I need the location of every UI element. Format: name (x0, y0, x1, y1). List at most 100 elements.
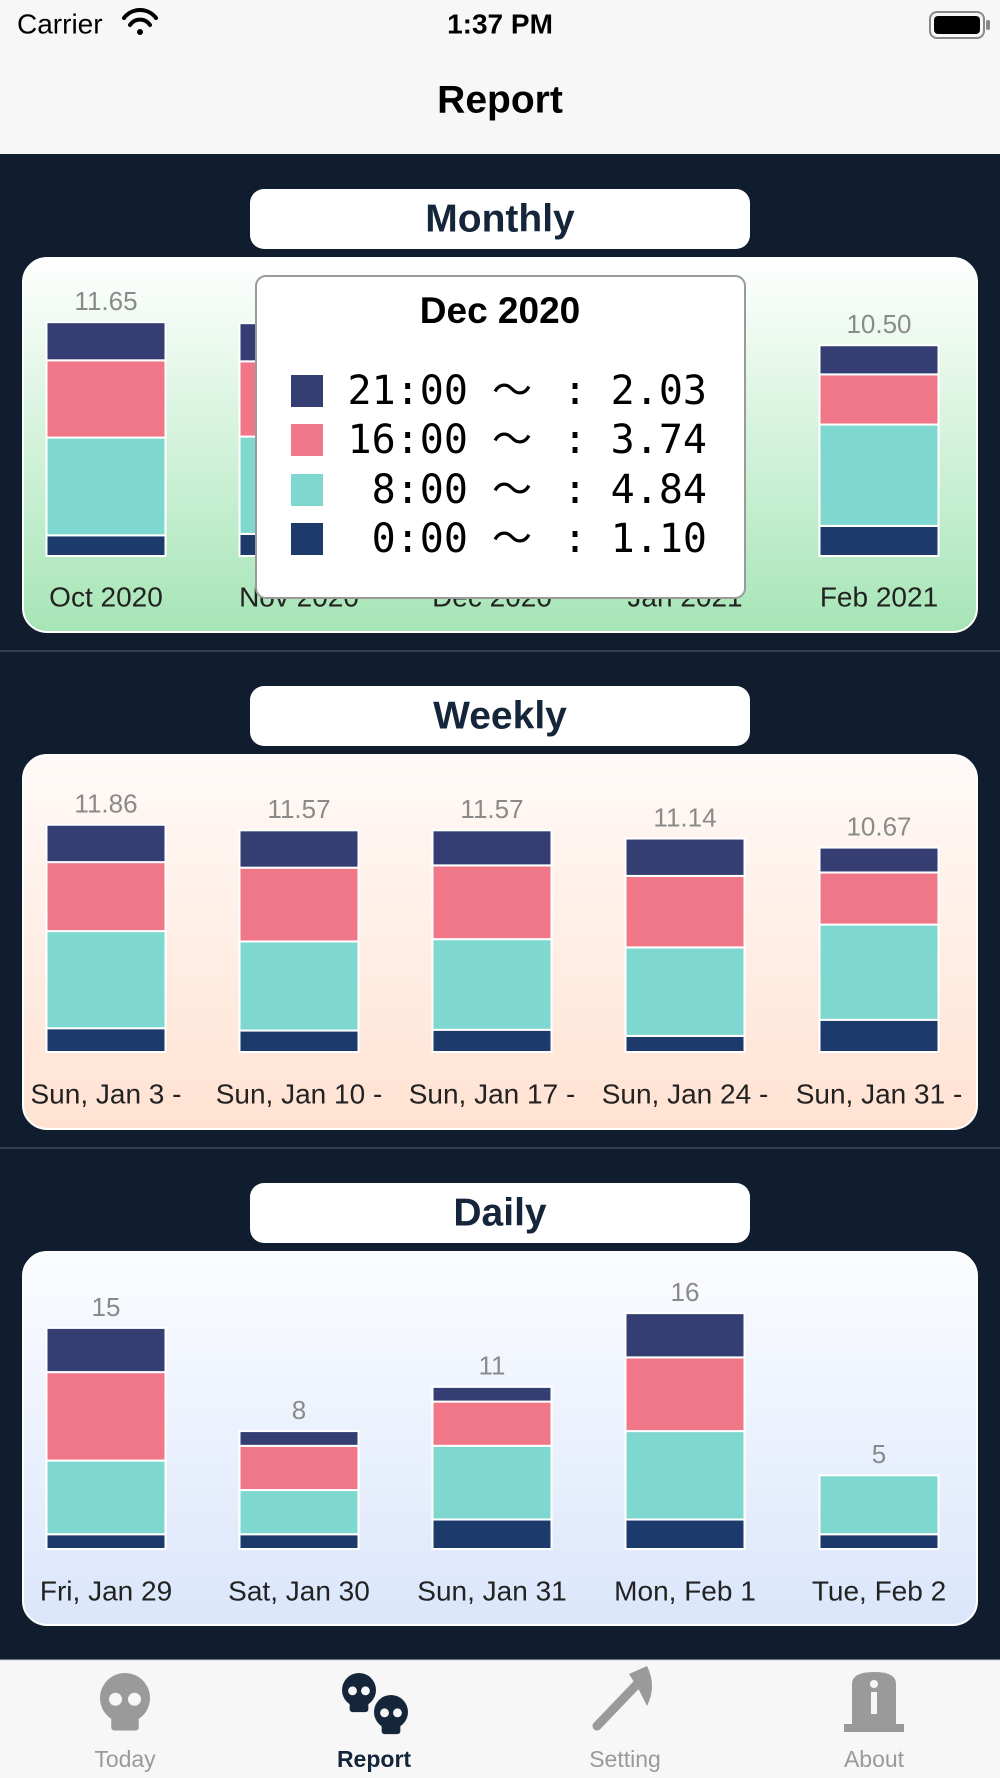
bar-segment (45, 1533, 167, 1551)
category-label: Fri, Jan 29 (40, 1575, 172, 1606)
category-label: Tue, Feb 2 (812, 1575, 946, 1606)
tooltip-series: 21:00 〜 (348, 368, 533, 414)
total-label: 5 (872, 1439, 886, 1469)
total-label: 11.57 (460, 794, 523, 824)
skull-head (100, 1673, 150, 1723)
tooltip-swatch (291, 474, 323, 506)
bar-segment (624, 1312, 746, 1359)
bar-segment (238, 1430, 360, 1447)
tooltip-series: 0:00 〜 (348, 516, 533, 562)
bar-segment (624, 837, 746, 877)
category-label: Sun, Jan 10 - (216, 1078, 383, 1109)
bar-segment (45, 321, 167, 362)
bar-segment (624, 1034, 746, 1054)
tab-label: Today (94, 1746, 156, 1772)
bar-segment (238, 1029, 360, 1053)
tooltip-separator: : (563, 516, 587, 562)
bar-segment (818, 524, 940, 558)
section-title: Monthly (425, 197, 575, 240)
category-label: Sun, Jan 17 - (409, 1078, 576, 1109)
bar-segment (818, 846, 940, 874)
header-bg (0, 0, 1000, 154)
section-pill (250, 686, 750, 746)
total-label: 15 (92, 1292, 121, 1322)
tooltip-value: 1.10 (611, 516, 707, 562)
bar-segment (45, 823, 167, 864)
category-label: Sun, Jan 31 (417, 1575, 566, 1606)
bar-segment (624, 1356, 746, 1433)
battery-icon (929, 11, 990, 39)
bar-segment (238, 829, 360, 869)
total-label: 11 (479, 1351, 506, 1381)
skull-eye (128, 1692, 141, 1706)
tab-label: Setting (589, 1746, 661, 1772)
category-label: Mon, Feb 1 (614, 1575, 756, 1606)
bar-segment (45, 861, 167, 933)
bar-segment (431, 864, 553, 941)
tooltip-separator: : (563, 467, 587, 513)
chart: Daily 15 Fri, Jan 29 8 Sat, Jan 30 11 Sun, Jan… (22, 1183, 978, 1626)
category-label: Oct 2020 (49, 581, 163, 612)
bar-segment (818, 923, 940, 1021)
skull-head (374, 1695, 408, 1729)
total-label: 10.50 (846, 309, 911, 339)
chart: Weekly 11.86 Sun, Jan 3 - 11.57 Sun, Jan 10 … (22, 686, 978, 1130)
bar-segment (45, 1371, 167, 1462)
tombstone-base (844, 1724, 904, 1732)
tab[interactable]: Report (337, 1673, 411, 1772)
info-dot (870, 1680, 878, 1688)
bar-segment (238, 1489, 360, 1536)
bar-segment (818, 1474, 940, 1536)
tab[interactable]: About (844, 1672, 905, 1772)
hatchet-handle (592, 1675, 646, 1731)
tooltip-value: 4.84 (611, 467, 707, 513)
bar-segment (238, 866, 360, 943)
bar-segment (45, 534, 167, 557)
carrier: Carrier (17, 8, 103, 39)
category-label: Sun, Jan 24 - (602, 1078, 769, 1109)
section-pill (250, 1183, 750, 1243)
bar-segment (431, 1028, 553, 1054)
tooltip-swatch (291, 375, 323, 407)
skull-eye (393, 1708, 402, 1718)
bar-segment (45, 359, 167, 439)
bar-segment (431, 1385, 553, 1403)
tooltip-series: 8:00 〜 (348, 467, 533, 513)
bar-segment (431, 1400, 553, 1447)
tooltip-box (255, 275, 746, 599)
section-pill (250, 189, 750, 249)
bar-segment (238, 940, 360, 1032)
total-label: 11.57 (267, 794, 330, 824)
bar-segment (624, 874, 746, 949)
bar-segment (818, 344, 940, 376)
clock: 1:37 PM (447, 8, 553, 39)
tab-label: About (844, 1746, 905, 1772)
skull-head (342, 1673, 376, 1707)
hatchet-blade (629, 1666, 652, 1706)
tab[interactable]: Today (94, 1673, 156, 1772)
tab-bar (0, 1660, 1000, 1778)
bar-segment (624, 1430, 746, 1521)
category-label: Sun, Jan 3 - (31, 1078, 182, 1109)
skull-eye (361, 1686, 370, 1696)
total-label: 11.86 (74, 789, 137, 819)
bar-segment (624, 1518, 746, 1551)
bar-segment (45, 1326, 167, 1374)
category-label: Feb 2021 (820, 581, 938, 612)
bar-segment (45, 1027, 167, 1053)
bar-segment (818, 373, 940, 426)
total-label: 16 (671, 1277, 700, 1307)
section-title: Weekly (433, 694, 567, 737)
bar-segment (624, 946, 746, 1037)
total-label: 11.65 (74, 286, 137, 316)
bar-segment (431, 1444, 553, 1521)
tab-label: Report (337, 1746, 411, 1772)
skull-eye (109, 1692, 122, 1706)
category-label: Sun, Jan 31 - (796, 1078, 963, 1109)
bar-segment (818, 871, 940, 926)
info-mark (871, 1692, 877, 1714)
tab[interactable]: Setting (589, 1666, 661, 1772)
category-label: Sat, Jan 30 (228, 1575, 370, 1606)
